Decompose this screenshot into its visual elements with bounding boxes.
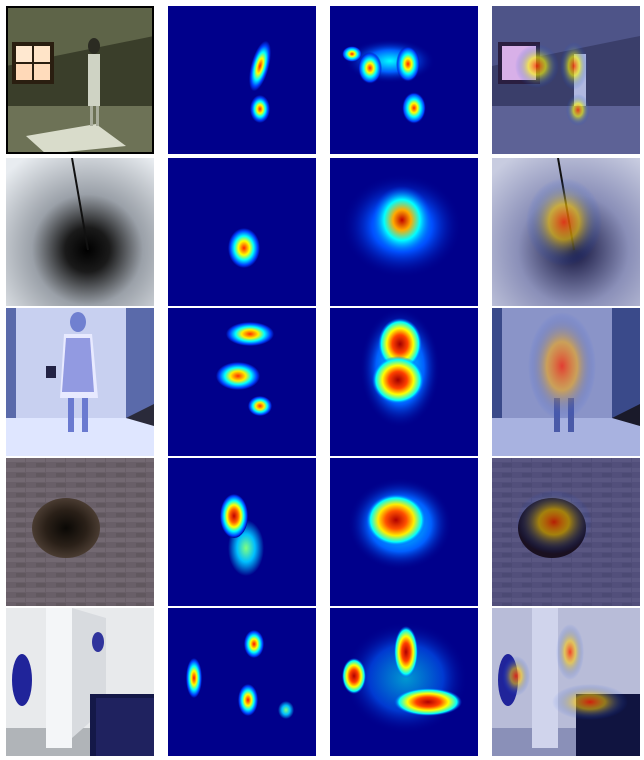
ground-truth-heatmap-row-4 <box>168 458 316 606</box>
ground-truth-heatmap-row-2 <box>168 158 316 306</box>
ground-truth-heatmap-row-3 <box>168 308 316 456</box>
input-photo-row-3 <box>6 308 154 456</box>
predicted-heatmap-row-3 <box>330 308 478 456</box>
predicted-heatmap-row-4 <box>330 458 478 606</box>
input-photo-row-1 <box>6 6 154 154</box>
heatmap-overlay-row-4 <box>492 458 640 606</box>
heatmap-overlay-row-2 <box>492 158 640 306</box>
predicted-heatmap-row-1 <box>330 6 478 154</box>
input-photo-row-4 <box>6 458 154 606</box>
ground-truth-heatmap-row-5 <box>168 608 316 756</box>
heatmap-overlay-row-1 <box>492 6 640 154</box>
predicted-heatmap-row-2 <box>330 158 478 306</box>
ground-truth-heatmap-row-1 <box>168 6 316 154</box>
heatmap-overlay-row-5 <box>492 608 640 756</box>
input-photo-row-2 <box>6 158 154 306</box>
heatmap-overlay-row-3 <box>492 308 640 456</box>
input-photo-row-5 <box>6 608 154 756</box>
predicted-heatmap-row-5 <box>330 608 478 756</box>
